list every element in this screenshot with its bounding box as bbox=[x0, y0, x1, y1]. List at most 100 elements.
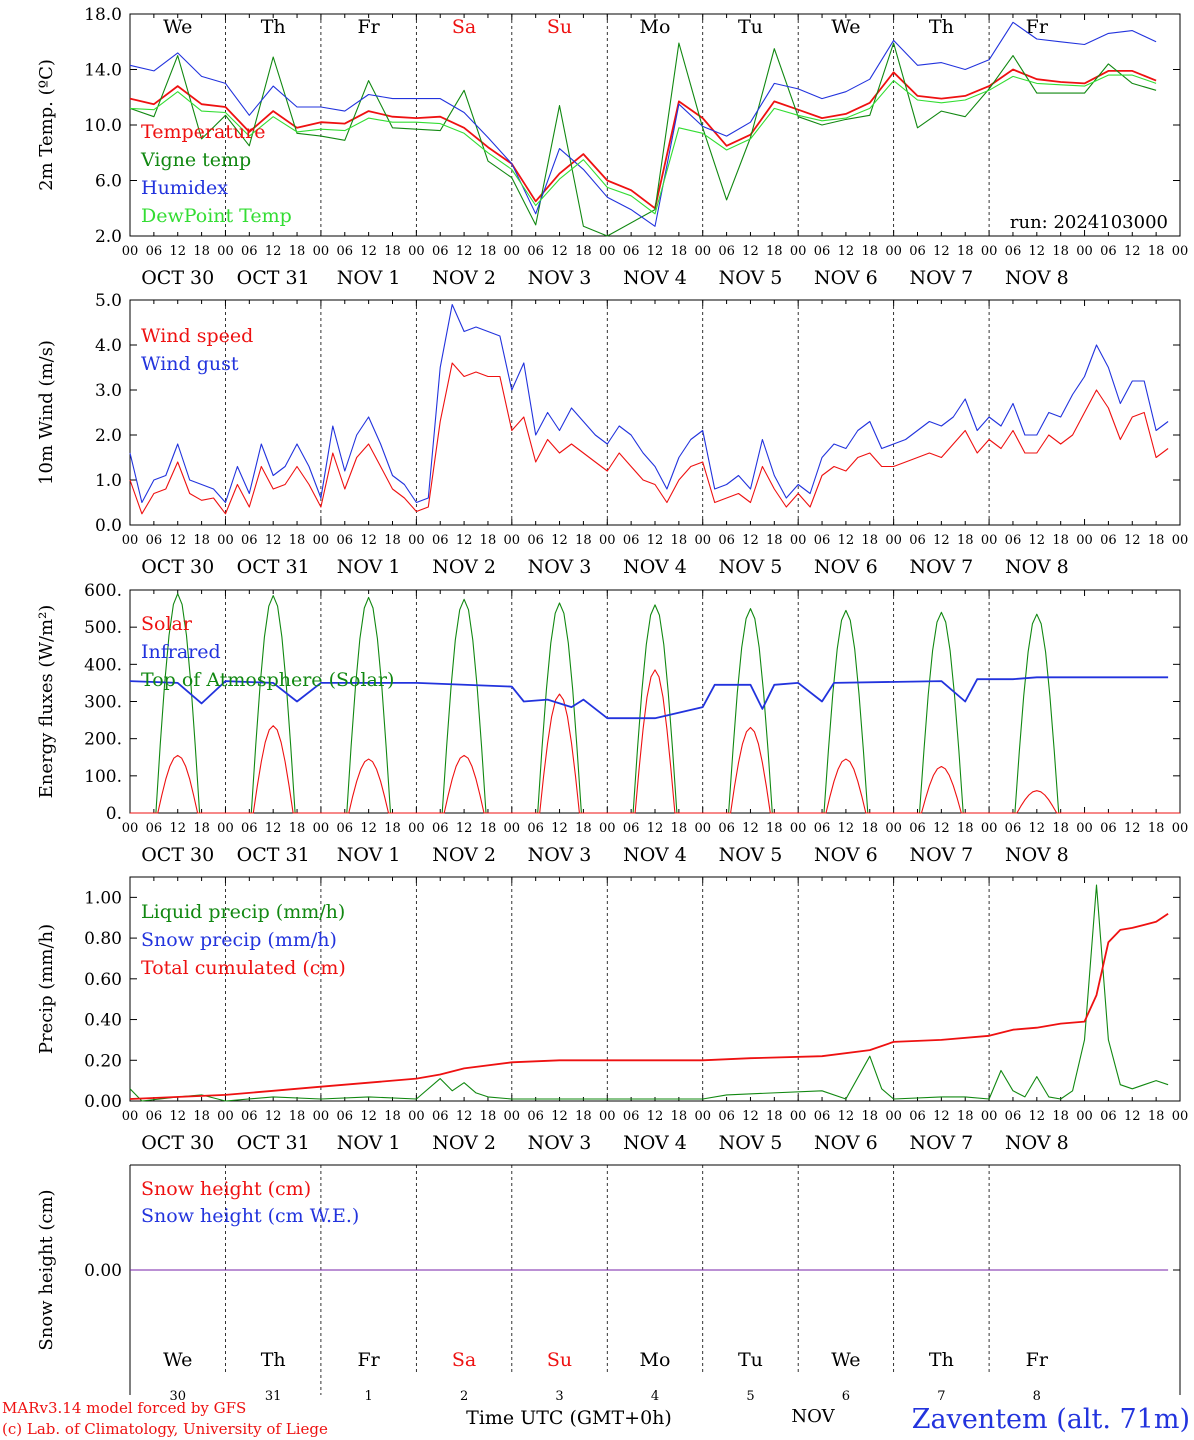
day-number: 3 bbox=[555, 1389, 563, 1404]
date-label: NOV 4 bbox=[623, 556, 687, 578]
hour-tick-label: 12 bbox=[360, 821, 377, 836]
hour-tick-label: 06 bbox=[1100, 821, 1117, 836]
date-label: NOV 4 bbox=[623, 1132, 687, 1154]
hour-tick-label: 12 bbox=[933, 821, 950, 836]
hour-tick-label: 12 bbox=[360, 1109, 377, 1124]
hour-tick-label: 18 bbox=[289, 244, 306, 259]
hour-tick-label: 00 bbox=[408, 821, 425, 836]
hour-tick-label: 18 bbox=[671, 244, 688, 259]
y-tick-label: 2.0 bbox=[95, 426, 122, 446]
hour-tick-label: 00 bbox=[122, 1109, 139, 1124]
date-label: OCT 31 bbox=[237, 556, 310, 578]
series-line-infrared bbox=[129, 676, 1169, 720]
hour-tick-label: 18 bbox=[575, 821, 592, 836]
day-name: Th bbox=[929, 16, 954, 38]
hour-tick-label: 06 bbox=[814, 1109, 831, 1124]
day-number: 31 bbox=[265, 1389, 282, 1404]
day-name: Mo bbox=[640, 1349, 671, 1371]
date-label: NOV 5 bbox=[719, 267, 783, 289]
day-name: Su bbox=[547, 16, 572, 38]
date-label: NOV 5 bbox=[719, 556, 783, 578]
hour-tick-label: 12 bbox=[551, 1109, 568, 1124]
panel-temp: 00 06 12 18 00 06 12 18 00 06 12 18 00 06 12 18 00 06 12 18… bbox=[36, 5, 1188, 289]
hour-tick-label: 18 bbox=[1148, 1109, 1165, 1124]
day-number: 4 bbox=[651, 1389, 659, 1404]
hour-tick-label: 00 bbox=[1076, 244, 1093, 259]
hour-tick-label: 00 bbox=[504, 1109, 521, 1124]
hour-tick-label: 00 bbox=[599, 244, 616, 259]
legend-entry: Wind gust bbox=[141, 353, 239, 375]
hour-tick-label: 00 bbox=[694, 244, 711, 259]
legend-entry: DewPoint Temp bbox=[141, 205, 292, 227]
hour-tick-label: 12 bbox=[456, 821, 473, 836]
date-label: NOV 1 bbox=[337, 556, 401, 578]
credit-line-1: MARv3.14 model forced by GFS bbox=[2, 1399, 246, 1417]
hour-tick-label: 18 bbox=[957, 821, 974, 836]
hour-tick-label: 06 bbox=[146, 821, 163, 836]
hour-tick-label: 12 bbox=[1124, 533, 1141, 548]
day-name: We bbox=[163, 1349, 192, 1371]
date-label: NOV 2 bbox=[432, 556, 496, 578]
hour-tick-label: 18 bbox=[766, 244, 783, 259]
y-tick-label: 6.0 bbox=[95, 172, 122, 192]
date-label: NOV 1 bbox=[337, 267, 401, 289]
run-label: run: 2024103000 bbox=[1010, 212, 1168, 233]
date-label: NOV 4 bbox=[623, 267, 687, 289]
date-label: NOV 2 bbox=[432, 1132, 496, 1154]
hour-tick-label: 00 bbox=[885, 1109, 902, 1124]
hour-tick-label: 06 bbox=[718, 821, 735, 836]
date-label: NOV 7 bbox=[910, 556, 974, 578]
hour-tick-label: 18 bbox=[289, 1109, 306, 1124]
day-number: 8 bbox=[1033, 1389, 1041, 1404]
hour-tick-label: 00 bbox=[313, 244, 330, 259]
date-label: NOV 3 bbox=[528, 267, 592, 289]
hour-tick-label: 06 bbox=[336, 1109, 353, 1124]
hour-tick-label: 00 bbox=[885, 244, 902, 259]
hour-tick-label: 12 bbox=[742, 533, 759, 548]
credit-line-2: (c) Lab. of Climatology, University of L… bbox=[2, 1420, 328, 1438]
hour-tick-label: 00 bbox=[790, 533, 807, 548]
y-tick-label: 1.0 bbox=[95, 471, 122, 491]
legend-entry: Liquid precip (mm/h) bbox=[141, 901, 345, 923]
day-name: Fr bbox=[1026, 16, 1049, 38]
day-name: Mo bbox=[640, 16, 671, 38]
hour-tick-label: 00 bbox=[217, 1109, 234, 1124]
y-tick-label: 4.0 bbox=[95, 336, 122, 356]
hour-tick-label: 00 bbox=[981, 533, 998, 548]
hour-tick-label: 18 bbox=[1052, 821, 1069, 836]
hour-tick-label: 00 bbox=[313, 533, 330, 548]
hour-tick-label: 18 bbox=[766, 821, 783, 836]
series-line-solar bbox=[130, 669, 1180, 814]
hour-tick-label: 00 bbox=[408, 533, 425, 548]
hour-tick-label: 00 bbox=[790, 244, 807, 259]
day-number: 30 bbox=[169, 1389, 186, 1404]
plot-frame bbox=[129, 13, 1181, 237]
y-tick-label: 3.0 bbox=[95, 381, 122, 401]
y-tick-label: 0.80 bbox=[84, 929, 122, 949]
hour-tick-label: 06 bbox=[718, 533, 735, 548]
hour-tick-label: 06 bbox=[527, 244, 544, 259]
hour-tick-label: 00 bbox=[217, 821, 234, 836]
hour-tick-label: 00 bbox=[408, 244, 425, 259]
hour-tick-label: 18 bbox=[193, 244, 210, 259]
hour-tick-label: 18 bbox=[575, 244, 592, 259]
hour-tick-label: 00 bbox=[122, 244, 139, 259]
hour-tick-label: 06 bbox=[623, 821, 640, 836]
y-tick-label: 0.20 bbox=[84, 1051, 122, 1071]
legend-entry: Vigne temp bbox=[140, 149, 251, 171]
hour-tick-label: 18 bbox=[384, 821, 401, 836]
hour-tick-label: 12 bbox=[169, 821, 186, 836]
hour-tick-label: 12 bbox=[360, 244, 377, 259]
hour-tick-label: 12 bbox=[742, 1109, 759, 1124]
series-line-dewpoint-temp bbox=[129, 74, 1157, 215]
hour-tick-label: 18 bbox=[193, 1109, 210, 1124]
hour-tick-label: 12 bbox=[742, 821, 759, 836]
hour-tick-label: 00 bbox=[217, 533, 234, 548]
hour-tick-label: 18 bbox=[671, 1109, 688, 1124]
date-label: NOV 8 bbox=[1005, 844, 1069, 866]
hour-tick-label: 12 bbox=[456, 533, 473, 548]
hour-tick-label: 00 bbox=[599, 821, 616, 836]
hour-tick-label: 00 bbox=[1172, 244, 1189, 259]
date-label: NOV 3 bbox=[528, 1132, 592, 1154]
